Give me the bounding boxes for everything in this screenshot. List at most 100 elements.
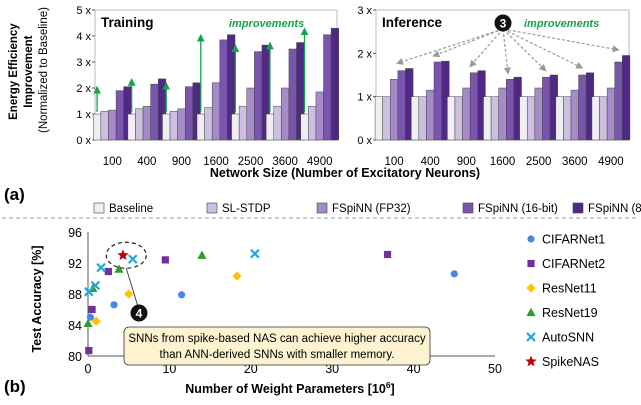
bar [374,96,383,141]
bar [211,82,221,141]
y-tick-label: 2 x [357,48,372,60]
panel-b-legend: CIFARNet1 CIFARNet2 ResNet11 ResNet19 AutoSN… [525,233,605,369]
legend-label: Baseline [109,203,153,215]
data-point [83,318,93,328]
x-label-superscript: 6 [386,380,391,390]
bar [315,91,324,141]
data-point [161,256,169,264]
data-point [527,235,535,243]
data-point [526,332,536,342]
bar [469,72,479,141]
y-tick-label: 1 x [357,92,372,104]
callout-3-number: 3 [500,17,507,31]
legend-label: FSpiNN (16-bit) [478,203,558,215]
legend-label: ResNet19 [542,306,598,320]
x-tick-label: 3600 [272,156,298,168]
bar [542,76,551,141]
legend-swatch [316,202,328,214]
bar [323,34,332,141]
bar [519,96,528,141]
x-tick-label: 20 [244,362,258,376]
chart-title: Inference [382,15,443,30]
improvements-label: improvements [229,18,304,30]
x-tick-label: 3600 [562,156,588,168]
training-chart: 0 x 1 x 2 x 3 x 4 x 5 x 100 400 900 1600 2500 3600 4… [76,5,339,168]
bar [150,83,159,141]
bar [196,113,205,141]
y-tick-label: 2 x [76,83,91,95]
legend-label: FSpiNN (FP32) [332,203,411,215]
bar [123,86,132,141]
bar [254,51,263,141]
bar [273,105,282,141]
y-tick-label: 4 x [76,31,91,43]
data-point [178,291,186,299]
bar [570,89,579,141]
data-point [104,267,112,276]
data-point [525,355,537,367]
bar [390,79,399,141]
panel-a-y-axis-label: Energy Efficiency Improvement (Normalize… [8,7,50,133]
legend-label: CIFARNet1 [542,233,605,247]
callout-pointer [395,28,504,65]
callout-4-leader [125,268,140,311]
y-tick-label: 0 x [76,135,91,147]
panel-b-x-axis-label: Number of Weight Parameters [106] [185,380,394,396]
bar [308,105,317,141]
callout-pointer [502,28,620,53]
bar [447,96,456,141]
x-tick-label: 0 [85,362,92,376]
x-label-text: Number of Weight Parameters [10 [185,382,386,396]
bar [426,89,435,141]
y-tick-label: 92 [68,257,82,271]
legend-label: AutoSNN [542,331,594,345]
bar [204,107,213,141]
data-point [450,270,458,278]
x-tick-label: 900 [457,156,476,168]
bar [142,105,151,141]
data-point [117,249,129,261]
bar [135,108,144,141]
bar [397,70,406,141]
bar [534,87,543,141]
bar [93,113,102,141]
data-point [526,307,536,317]
chart-title: Training [101,15,154,30]
y-tick-label: 88 [68,288,82,302]
bar [127,113,136,141]
x-tick-label: 400 [421,156,440,168]
data-point [197,250,207,259]
bar [490,96,499,141]
data-point [91,316,101,326]
callout-pointer [502,28,584,69]
x-tick-label: 2500 [526,156,552,168]
legend-label: ResNet11 [542,282,597,296]
bar [483,96,492,141]
x-tick-label: 4900 [307,156,333,168]
bar [219,39,228,141]
bar [506,79,515,141]
x-tick-label: 900 [172,156,191,168]
y-tick-label: 3 x [76,57,91,69]
legend-label: FSpiNN (8-bit) [588,203,641,215]
bar [433,61,442,141]
y-tick-label: 80 [68,350,82,364]
legend-label: CIFARNet2 [542,257,605,271]
bar [498,87,507,141]
y-label-line-1: Energy Efficiency [8,23,20,120]
legend-label: SL-STDP [222,203,271,215]
data-point [527,259,535,268]
y-tick-label: 3 x [357,5,372,17]
y-tick-label: 1 x [76,109,91,121]
bar [622,55,631,141]
bar [555,96,564,141]
callout-4-badge [130,304,148,322]
note-line-1: SNNs from spike-based NAS can achieve hi… [128,333,425,345]
x-tick-label: 50 [488,362,502,376]
x-tick-label: 4900 [598,156,624,168]
panel-a-label: (a) [4,185,25,204]
y-tick-label: 0 x [357,135,372,147]
callout-pointer [502,28,547,72]
bar [177,108,186,141]
bar [462,87,471,141]
